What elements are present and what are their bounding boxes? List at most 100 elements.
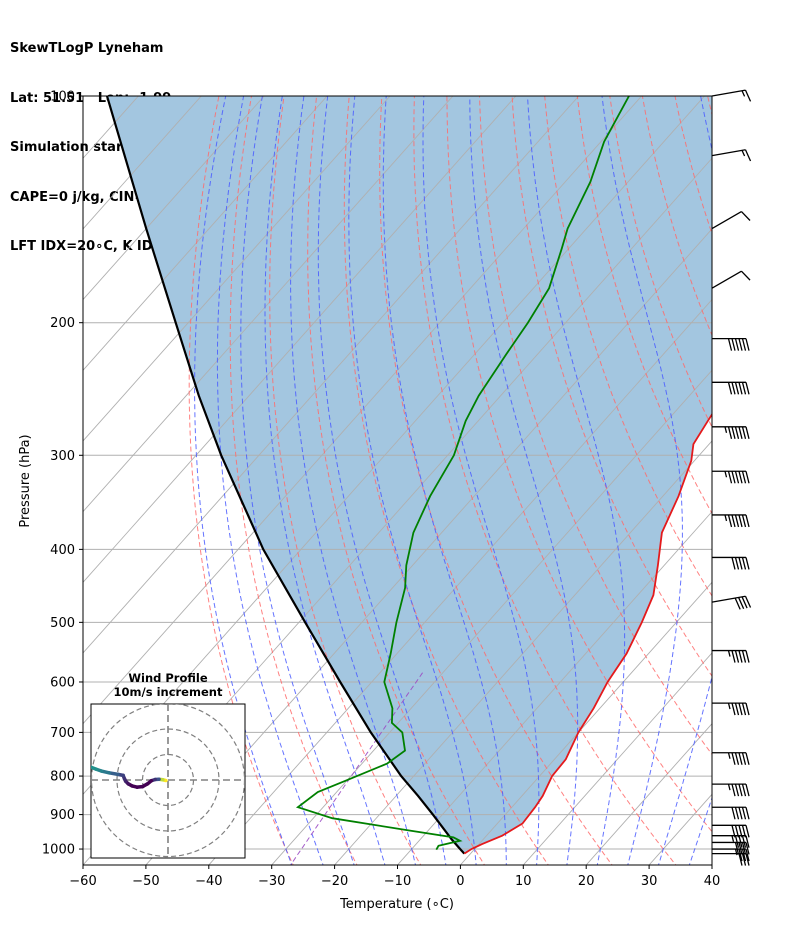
wind-barb (712, 514, 750, 528)
x-tick-label: −50 (132, 874, 159, 889)
wind-barb-flag (727, 514, 733, 528)
wind-barb-half-flag (731, 835, 735, 842)
wind-barb-flag (727, 426, 733, 439)
wind-barb-flag (741, 471, 747, 484)
y-tick-label: 300 (50, 449, 75, 464)
wind-barb (712, 381, 750, 395)
isotherm-line (396, 510, 712, 865)
grid-layer (83, 79, 794, 868)
moist-adiabat (469, 96, 579, 865)
isotherm-line (333, 440, 712, 865)
wind-barb-flag (731, 752, 736, 765)
x-tick-label: −20 (321, 874, 348, 889)
isotherm-line (83, 96, 454, 513)
wind-barb (712, 337, 750, 351)
wind-barb-flag (738, 848, 743, 862)
moist-adiabat (317, 96, 447, 865)
dry-adiabat (478, 96, 712, 756)
y-tick-label: 200 (50, 316, 75, 331)
wind-barb-flag (745, 557, 750, 570)
y-tick-label: 700 (50, 726, 75, 741)
wind-barb-half-flag (727, 752, 731, 759)
dry-adiabat (736, 79, 794, 868)
isotherm-line (83, 96, 580, 654)
wind-barb-flag (745, 514, 750, 528)
wind-barb-staff (711, 211, 742, 230)
temperature-line (463, 412, 712, 855)
wind-barb-flag (731, 807, 736, 820)
hodograph-trace-segment (91, 765, 98, 771)
wind-barb (711, 149, 752, 162)
wind-barb-flag (731, 650, 736, 663)
wind-barb-staff (711, 89, 746, 97)
wind-barb-flag (734, 557, 740, 570)
wind-barb (712, 783, 750, 797)
wind-barb (712, 806, 750, 820)
wind-barb-flag (734, 650, 740, 663)
hodograph-subtitle: 10m/s increment (114, 685, 223, 699)
moist-adiabat (382, 96, 507, 865)
wind-barb-staff (711, 595, 746, 603)
x-tick-label: −30 (258, 874, 285, 889)
wind-barb-flag (738, 752, 743, 765)
y-tick-label: 900 (50, 808, 75, 823)
wind-barb-half-flag (741, 90, 746, 97)
title-station: SkewTLogP Lyneham (10, 41, 164, 56)
wind-barb-flag (745, 835, 750, 848)
wind-barb-flag (734, 514, 740, 528)
dry-adiabat (188, 96, 294, 865)
dry-adiabat (446, 96, 712, 833)
isotherm-line (83, 96, 391, 442)
wind-barb (711, 89, 752, 102)
wind-barb-flag (745, 471, 750, 484)
wind-barb-flag (744, 89, 752, 102)
wind-barb-flag (734, 835, 740, 848)
y-axis-label: Pressure (hPa) (18, 434, 33, 527)
y-tick-label: 800 (50, 770, 75, 785)
wind-barb (712, 649, 750, 663)
wind-barb-flag (745, 426, 750, 439)
wind-barb-half-flag (724, 426, 728, 433)
wind-barb (711, 211, 751, 230)
wind-barb-flag (734, 702, 740, 716)
wind-barb-flag (734, 807, 740, 820)
wind-barb-flag (738, 557, 743, 570)
moist-adiabat (348, 96, 477, 865)
wind-barb-flag (738, 650, 743, 663)
hodograph-plot-area (91, 704, 245, 858)
x-axis-label: Temperature (∘C) (339, 897, 454, 912)
wind-barb-flag (738, 338, 743, 351)
cape-cin-fill-layer (107, 96, 712, 854)
moist-adiabat (527, 96, 626, 865)
isotherm-line (83, 96, 328, 371)
wind-barb-flag (738, 853, 743, 866)
wind-barb-flag (731, 514, 736, 528)
wind-barb-flag (727, 471, 733, 484)
wind-barb-flag (734, 382, 740, 395)
axes-layer: −60 −50 −40 −30 −20 −10 0 10 20 30 40 1000 900 800 700… (42, 90, 720, 890)
wind-barbs-layer (711, 89, 752, 866)
wind-barb-flag (745, 338, 750, 351)
wind-barb-flag (731, 471, 736, 484)
moist-adiabat (290, 96, 417, 865)
wind-barb (712, 752, 750, 765)
wind-barb-flag (741, 426, 747, 439)
wind-barb-flag (731, 783, 736, 797)
hodograph-ring (91, 704, 245, 858)
isotherm-line (459, 581, 712, 865)
y-tick-label: 1000 (42, 843, 75, 858)
wind-barb-flag (745, 783, 750, 797)
isotherm-line (711, 864, 712, 865)
x-tick-label: 30 (641, 874, 658, 889)
x-tick-label: 20 (578, 874, 595, 889)
wind-barb (711, 595, 752, 610)
wind-barb-flag (745, 650, 750, 663)
dry-adiabat (768, 79, 794, 868)
wind-barb-flag (734, 783, 740, 797)
isotherm-line (83, 96, 202, 230)
wind-barb-flag (741, 557, 747, 570)
wind-barb-flag (727, 382, 733, 395)
wind-barb-flag (738, 702, 743, 716)
wind-barb-flag (727, 338, 733, 351)
